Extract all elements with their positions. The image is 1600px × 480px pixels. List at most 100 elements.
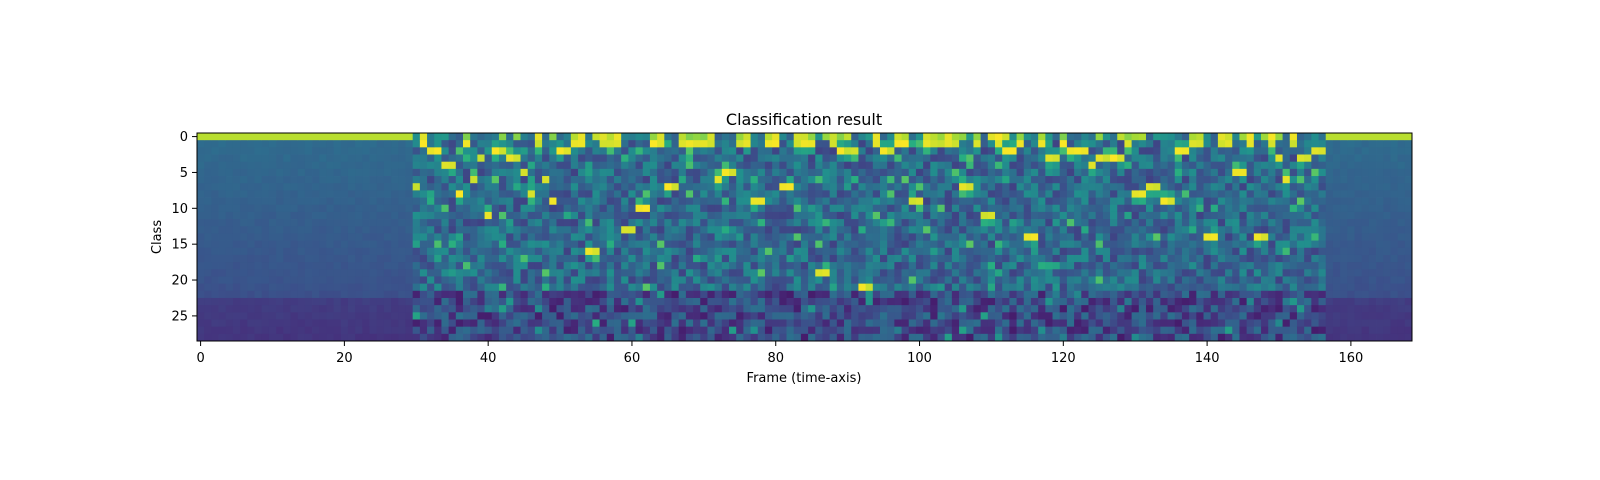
heatmap-cell [405, 269, 414, 277]
heatmap-cell [1282, 147, 1291, 155]
heatmap-cell [714, 297, 723, 306]
heatmap-cell [333, 176, 342, 184]
heatmap-cell [815, 254, 823, 263]
heatmap-cell [1282, 269, 1291, 277]
heatmap-cell [211, 290, 219, 299]
heatmap-cell [1361, 147, 1370, 155]
heatmap-cell [757, 211, 766, 220]
heatmap-cell [225, 290, 234, 299]
heatmap-cell [1390, 233, 1399, 241]
heatmap-cell [1110, 140, 1118, 148]
heatmap-cell [1246, 305, 1255, 313]
heatmap-cell [635, 305, 644, 313]
heatmap-cell [1347, 276, 1355, 285]
heatmap-cell [793, 161, 802, 170]
heatmap-cell [398, 233, 406, 241]
heatmap-cell [915, 269, 924, 277]
heatmap-cell [1268, 176, 1276, 184]
heatmap-cell [585, 312, 593, 320]
heatmap-cell [268, 326, 277, 335]
heatmap-cell [836, 219, 845, 227]
heatmap-cell [1059, 190, 1068, 198]
heatmap-cell [448, 176, 457, 184]
heatmap-cell [304, 211, 313, 220]
heatmap-cell [1253, 254, 1262, 263]
heatmap-cell [995, 240, 1003, 249]
heatmap-cell [915, 247, 924, 256]
heatmap-cell [714, 305, 723, 313]
heatmap-cell [1239, 183, 1248, 191]
heatmap-cell [1325, 297, 1334, 306]
heatmap-cell [657, 140, 665, 148]
heatmap-cell [556, 319, 565, 328]
heatmap-cell [1304, 283, 1312, 292]
heatmap-cell [276, 305, 284, 313]
heatmap-cell [987, 290, 996, 299]
heatmap-cell [721, 197, 730, 206]
heatmap-cell [815, 326, 823, 335]
heatmap-cell [923, 254, 931, 263]
heatmap-cell [1289, 305, 1298, 313]
heatmap-cell [685, 247, 694, 256]
heatmap-cell [1059, 297, 1068, 306]
heatmap-cell [635, 333, 644, 342]
heatmap-cell [347, 247, 356, 256]
heatmap-cell [570, 197, 579, 206]
heatmap-cell [1196, 197, 1204, 206]
heatmap-cell [1239, 176, 1248, 184]
heatmap-cell [326, 133, 334, 141]
heatmap-cell [340, 283, 349, 292]
heatmap-cell [635, 176, 644, 184]
heatmap-cell [405, 197, 414, 206]
heatmap-cell [800, 211, 809, 220]
heatmap-cell [211, 305, 219, 313]
heatmap-cell [786, 219, 795, 227]
heatmap-cell [793, 154, 802, 163]
heatmap-cell [326, 276, 334, 285]
heatmap-cell [304, 204, 313, 213]
heatmap-cell [347, 333, 356, 342]
heatmap-cell [1232, 168, 1240, 177]
heatmap-cell [498, 133, 507, 141]
heatmap-cell [527, 326, 536, 335]
heatmap-cell [750, 161, 759, 170]
heatmap-cell [980, 176, 989, 184]
heatmap-cell [1311, 283, 1319, 292]
heatmap-cell [232, 154, 241, 163]
heatmap-cell [1347, 247, 1355, 256]
heatmap-cell [649, 233, 658, 241]
heatmap-cell [556, 211, 565, 220]
heatmap-cell [1074, 140, 1082, 148]
heatmap-cell [1052, 240, 1061, 249]
heatmap-cell [1275, 168, 1283, 177]
heatmap-cell [729, 326, 737, 335]
heatmap-cell [879, 168, 888, 177]
heatmap-cell [887, 254, 895, 263]
heatmap-cell [1167, 312, 1176, 320]
heatmap-cell [721, 168, 730, 177]
heatmap-cell [879, 219, 888, 227]
heatmap-cell [966, 240, 974, 249]
heatmap-cell [599, 276, 608, 285]
heatmap-cell [1340, 269, 1348, 277]
heatmap-cell [1174, 319, 1183, 328]
heatmap-cell [506, 305, 514, 313]
heatmap-cell [319, 140, 327, 148]
heatmap-cell [578, 254, 586, 263]
heatmap-cell [1397, 297, 1406, 306]
heatmap-cell [268, 312, 277, 320]
heatmap-cell [721, 262, 730, 270]
heatmap-cell [685, 312, 694, 320]
heatmap-cell [901, 197, 910, 206]
heatmap-cell [240, 290, 248, 299]
heatmap-cell [1081, 183, 1089, 191]
heatmap-cell [1023, 240, 1032, 249]
heatmap-cell [1390, 262, 1399, 270]
heatmap-cell [606, 333, 615, 342]
heatmap-cell [570, 305, 579, 313]
heatmap-cell [1383, 240, 1391, 249]
heatmap-cell [304, 147, 313, 155]
heatmap-cell [1361, 140, 1370, 148]
heatmap-cell [1253, 247, 1262, 256]
heatmap-cell [1095, 326, 1104, 335]
